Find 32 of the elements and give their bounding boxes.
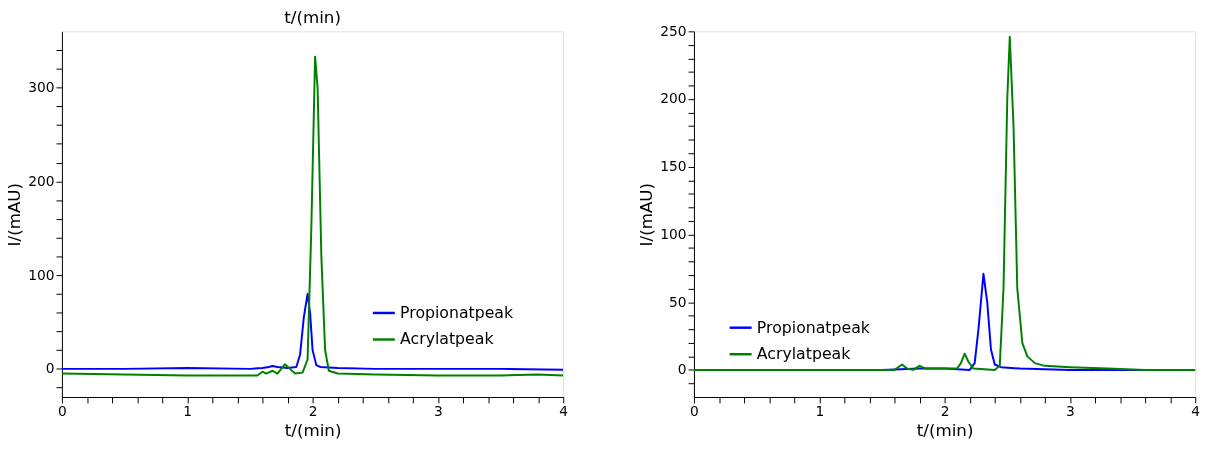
- x-axis-title: t/(min): [284, 419, 342, 440]
- y-tick-label: 100: [28, 266, 55, 283]
- x-tick-label: 2: [308, 403, 318, 420]
- y-tick-label: 150: [660, 158, 687, 175]
- line-series: [61, 292, 564, 371]
- x-tick-label: 0: [690, 403, 699, 420]
- x-tick-label: 2: [940, 403, 950, 420]
- line-series: [61, 55, 564, 377]
- x-tick-label: 3: [1066, 403, 1075, 420]
- chart-title: t/(min): [284, 7, 341, 28]
- x-tick-label: 1: [183, 403, 193, 420]
- y-tick-label: 250: [660, 22, 687, 39]
- y-tick-label: 0: [45, 360, 55, 377]
- y-tick-label: 100: [660, 225, 687, 242]
- legend-label: Propionatpeak: [400, 302, 514, 322]
- x-tick-label: 4: [1191, 403, 1201, 420]
- y-axis-title: I/(mAU): [4, 182, 25, 247]
- legend-label: Acrylatpeak: [756, 344, 852, 364]
- legend-label: Propionatpeak: [756, 317, 871, 337]
- y-tick-label: 0: [677, 361, 687, 378]
- line-series: [693, 35, 1196, 371]
- y-axis-title: I/(mAU): [636, 182, 657, 247]
- y-tick-label: 300: [28, 79, 55, 96]
- y-tick-label: 200: [660, 90, 687, 107]
- legend-label: Acrylatpeak: [400, 329, 495, 349]
- x-tick-label: 3: [434, 403, 443, 420]
- x-tick-label: 0: [58, 403, 67, 420]
- y-tick-label: 200: [28, 172, 55, 189]
- x-tick-label: 4: [559, 403, 569, 420]
- x-axis-title: t/(min): [916, 419, 974, 440]
- y-tick-label: 50: [669, 293, 687, 310]
- x-tick-label: 1: [815, 403, 825, 420]
